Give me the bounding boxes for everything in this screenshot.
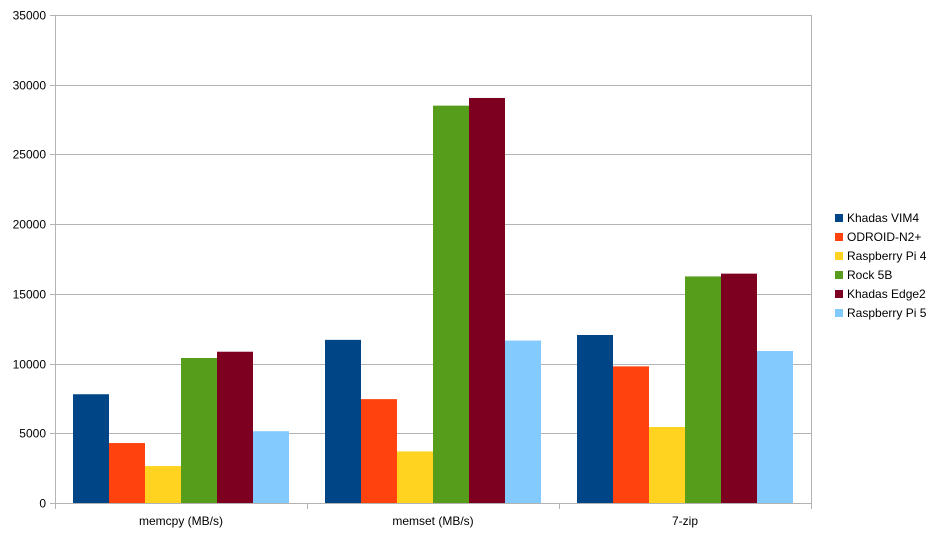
bar-khadas-edge2-2 <box>721 273 757 503</box>
x-category-label: memcpy (MB/s) <box>139 514 223 528</box>
bar-khadas-vim4-2 <box>577 334 613 503</box>
bar-raspberry-pi-4-0 <box>145 466 181 503</box>
bar-odroid-n2--0 <box>109 443 145 503</box>
bar-khadas-vim4-0 <box>73 394 109 503</box>
bar-rock-5b-2 <box>685 276 721 503</box>
y-tick-label: 35000 <box>13 9 47 23</box>
y-tick-label: 10000 <box>13 358 47 372</box>
x-category-label: memset (MB/s) <box>392 514 473 528</box>
bar-odroid-n2--2 <box>613 366 649 503</box>
bar-khadas-vim4-1 <box>325 339 361 503</box>
bar-raspberry-pi-4-2 <box>649 427 685 503</box>
x-category-label: 7-zip <box>672 514 698 528</box>
y-tick-label: 0 <box>39 497 46 511</box>
legend: Khadas VIM4 ODROID-N2+ Raspberry Pi 4 Rock … <box>835 211 927 320</box>
x-axis-category-labels: memcpy (MB/s) memset (MB/s) 7-zip <box>139 514 698 528</box>
bar-rock-5b-0 <box>181 357 217 503</box>
legend-swatch <box>835 309 843 317</box>
legend-label: Rock 5B <box>847 268 892 282</box>
bar-rock-5b-1 <box>433 105 469 503</box>
y-tick-label: 30000 <box>13 79 47 93</box>
axes <box>50 15 812 509</box>
bar-khadas-edge2-0 <box>217 351 253 503</box>
bar-khadas-edge2-1 <box>469 97 505 504</box>
bar-raspberry-pi-4-1 <box>397 451 433 503</box>
legend-label: Khadas VIM4 <box>847 211 919 225</box>
y-tick-label: 15000 <box>13 288 47 302</box>
legend-label: ODROID-N2+ <box>847 230 921 244</box>
bar-raspberry-pi-5-0 <box>253 431 289 503</box>
y-tick-label: 5000 <box>19 427 46 441</box>
legend-swatch <box>835 252 843 260</box>
bar-odroid-n2--1 <box>361 399 397 503</box>
bars-group <box>73 97 793 504</box>
legend-swatch <box>835 290 843 298</box>
y-axis-tick-labels: 0 5000 10000 15000 20000 25000 30000 35000 <box>13 9 47 511</box>
legend-swatch <box>835 271 843 279</box>
bar-raspberry-pi-5-1 <box>505 340 541 503</box>
y-tick-label: 25000 <box>13 148 47 162</box>
legend-label: Khadas Edge2 <box>847 287 926 301</box>
y-tick-label: 20000 <box>13 218 47 232</box>
legend-swatch <box>835 233 843 241</box>
bar-raspberry-pi-5-2 <box>757 351 793 503</box>
legend-label: Raspberry Pi 5 <box>847 306 927 320</box>
legend-label: Raspberry Pi 4 <box>847 249 927 263</box>
legend-swatch <box>835 214 843 222</box>
